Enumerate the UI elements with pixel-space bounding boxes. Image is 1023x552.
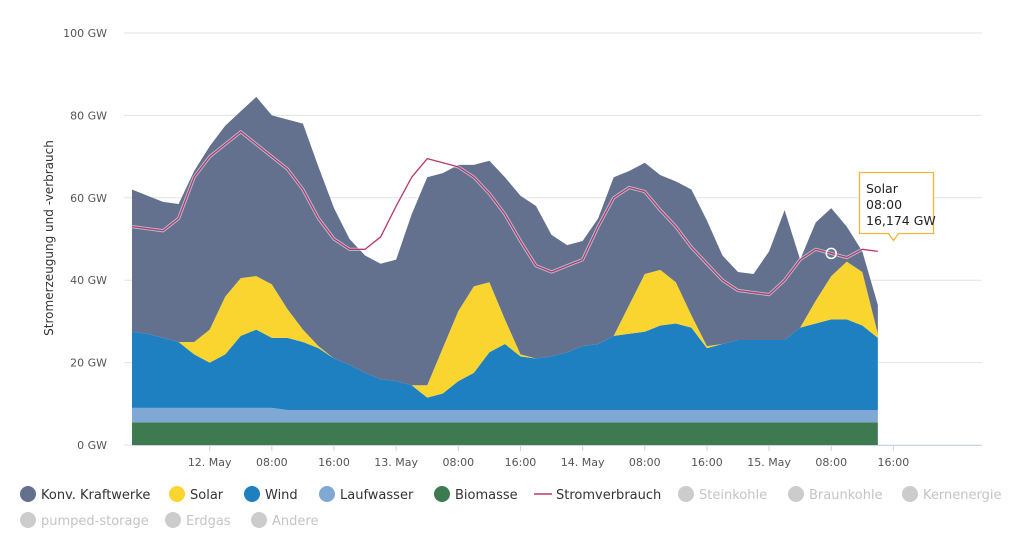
x-tick-label: 08:00: [256, 456, 288, 469]
area-wind: [132, 319, 878, 410]
legend-circle-marker: [319, 486, 335, 502]
legend-item-solar[interactable]: Solar: [169, 486, 224, 503]
legend-item-andere[interactable]: Andere: [251, 512, 318, 529]
legend-label: Biomasse: [455, 488, 518, 503]
x-tick-label: 15. May: [747, 456, 791, 469]
x-tick-label: 08:00: [815, 456, 847, 469]
legend-item-braunkohle[interactable]: Braunkohle: [788, 486, 883, 503]
x-tick-label: 16:00: [878, 456, 910, 469]
area-laufwasser: [132, 407, 878, 423]
legend-label: Kernenergie: [923, 488, 1001, 503]
legend-label: Wind: [265, 488, 298, 503]
legend-label: Steinkohle: [699, 488, 767, 503]
legend-label: pumped-storage: [41, 514, 149, 529]
legend-item-steinkohle[interactable]: Steinkohle: [678, 486, 767, 503]
y-tick-label: 20 GW: [70, 357, 107, 370]
stacked-areas: [132, 96, 878, 445]
legend-item-erdgas[interactable]: Erdgas: [165, 512, 231, 529]
legend-label: Konv. Kraftwerke: [41, 488, 150, 503]
legend-circle-marker: [244, 486, 260, 502]
legend: Konv. Kraftwerke Solar Wind Laufwasser Bioma…: [20, 486, 1001, 529]
area-konv-kraftwerke: [132, 96, 878, 386]
tooltip: Solar 08:00 16,174 GW: [825, 171, 936, 260]
x-tick-label: 08:00: [442, 456, 474, 469]
tooltip-box: [858, 171, 935, 242]
x-tick-label: 16:00: [318, 456, 350, 469]
x-tick-label: 14. May: [561, 456, 605, 469]
legend-item-biomasse[interactable]: Biomasse: [434, 486, 518, 503]
legend-circle-marker: [169, 486, 185, 502]
x-tick-label: 16:00: [505, 456, 537, 469]
legend-circle-marker: [434, 486, 450, 502]
legend-label: Andere: [272, 514, 318, 529]
legend-circle-marker: [902, 486, 918, 502]
consumption-line: [131, 131, 878, 296]
legend-circle-marker: [251, 512, 267, 528]
legend-circle-marker: [20, 512, 36, 528]
area-biomasse: [132, 422, 878, 445]
x-tick-label: 08:00: [629, 456, 661, 469]
tooltip-series: Solar: [866, 181, 899, 196]
legend-label: Laufwasser: [340, 488, 414, 503]
tooltip-value: 16,174 GW: [866, 213, 936, 228]
legend-item-konv-kraftwerke[interactable]: Konv. Kraftwerke: [20, 486, 150, 503]
y-tick-label: 60 GW: [70, 192, 107, 205]
y-tick-label: 100 GW: [63, 27, 107, 40]
y-axis-title: Stromerzeugung und -verbrauch: [42, 140, 56, 336]
y-tick-label: 0 GW: [77, 439, 107, 452]
x-tick-label: 12. May: [188, 456, 232, 469]
consumption-line-layer: [131, 130, 879, 297]
axes: Stromerzeugung und -verbrauch 0 GW 20 GW 4…: [42, 27, 982, 469]
legend-item-stromverbrauch[interactable]: Stromverbrauch: [534, 488, 661, 503]
x-tick-label: 16:00: [691, 456, 723, 469]
legend-item-kernenergie[interactable]: Kernenergie: [902, 486, 1001, 503]
legend-label: Solar: [190, 488, 224, 503]
legend-label: Braunkohle: [809, 488, 883, 503]
tooltip-point-marker: [825, 247, 837, 260]
legend-circle-marker: [20, 486, 36, 502]
legend-label: Stromverbrauch: [556, 488, 661, 503]
x-tick-label: 13. May: [374, 456, 418, 469]
legend-circle-marker: [678, 486, 694, 502]
tooltip-time: 08:00: [866, 197, 902, 212]
legend-item-laufwasser[interactable]: Laufwasser: [319, 486, 414, 503]
legend-circle-marker: [165, 512, 181, 528]
area-solar: [132, 261, 878, 398]
y-tick-label: 40 GW: [70, 274, 107, 287]
legend-item-pumped-storage[interactable]: pumped-storage: [20, 512, 149, 529]
legend-circle-marker: [788, 486, 804, 502]
y-tick-label: 80 GW: [70, 109, 107, 122]
legend-item-wind[interactable]: Wind: [244, 486, 298, 503]
legend-label: Erdgas: [186, 514, 231, 529]
